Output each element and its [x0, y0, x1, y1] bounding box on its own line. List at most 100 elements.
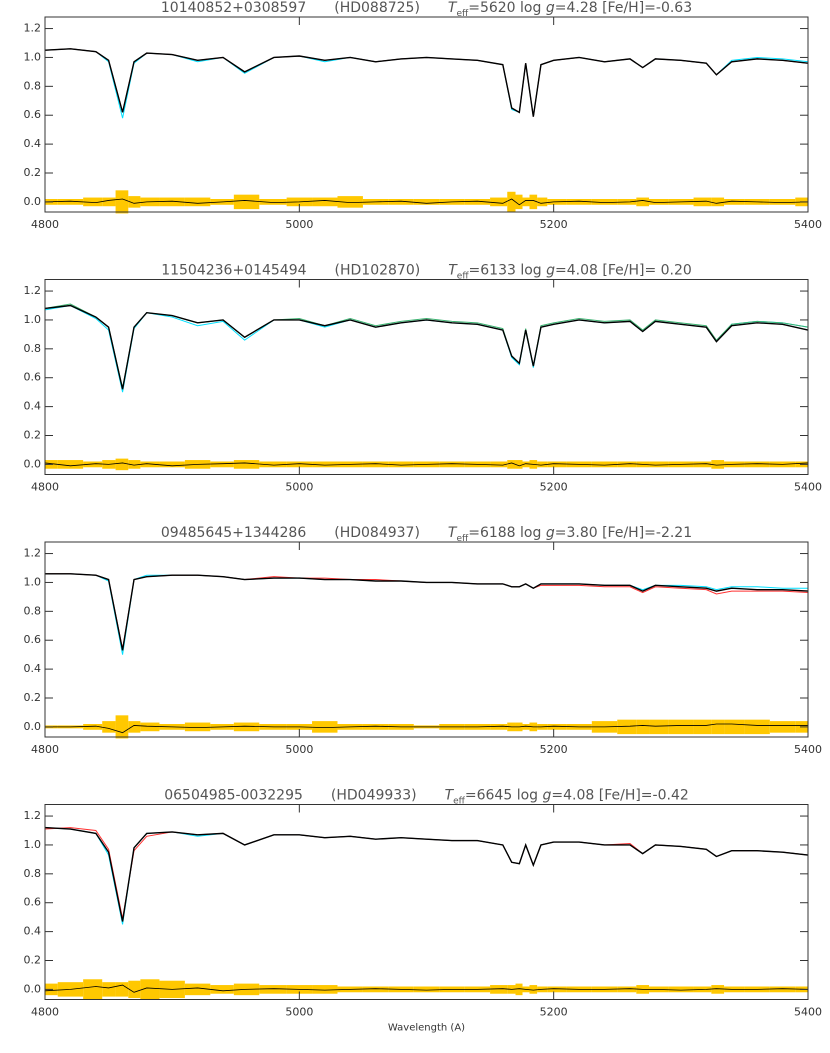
- error-band: [769, 721, 796, 733]
- spectrum-line: [44, 48, 809, 117]
- title-part: eff: [457, 271, 470, 281]
- x-tick-label: 5000: [285, 743, 313, 756]
- y-tick-label: 0.2: [24, 429, 42, 442]
- error-band: [711, 197, 725, 207]
- error-band: [233, 460, 260, 469]
- y-tick-label: 0.0: [24, 195, 42, 208]
- error-band: [649, 461, 669, 468]
- error-band: [617, 719, 637, 735]
- title-part: T: [448, 0, 458, 16]
- error-band: [312, 461, 338, 468]
- title-part: 10140852+0308597: [161, 0, 306, 16]
- error-band: [413, 986, 440, 993]
- error-band: [312, 197, 338, 207]
- error-band: [362, 461, 389, 468]
- error-band: [362, 986, 389, 993]
- spectrum-line: [44, 827, 809, 919]
- error-band: [529, 194, 538, 210]
- y-tick-label: 1.0: [24, 50, 42, 63]
- error-band: [522, 461, 530, 468]
- y-tick-label: 0.2: [24, 691, 42, 704]
- error-band: [636, 197, 650, 207]
- error-band: [128, 721, 141, 733]
- x-tick-label: 5400: [794, 481, 822, 494]
- error-band: [115, 715, 129, 739]
- y-tick-label: 1.0: [24, 575, 42, 588]
- x-tick-label: 5400: [794, 218, 822, 231]
- title-part: T: [448, 263, 458, 279]
- error-band: [184, 983, 211, 996]
- residual-line: [44, 198, 809, 206]
- error-band: [210, 461, 234, 468]
- error-band: [529, 985, 538, 994]
- error-band: [259, 461, 287, 468]
- title-part: (HD084937): [334, 525, 420, 541]
- title-part: =6188 log: [468, 525, 546, 541]
- error-band: [711, 460, 725, 469]
- error-band: [744, 719, 770, 735]
- title-part: T: [448, 525, 458, 541]
- error-band: [515, 460, 523, 469]
- x-tick-label: 4800: [31, 218, 59, 231]
- y-tick-label: 0.8: [24, 604, 42, 617]
- error-band: [140, 722, 160, 732]
- error-band: [128, 460, 141, 469]
- spectrum-line: [44, 48, 809, 117]
- y-tick-label: 0.4: [24, 662, 42, 675]
- y-tick-label: 0.6: [24, 633, 42, 646]
- error-band: [83, 979, 103, 1000]
- error-band: [259, 985, 287, 994]
- error-band: [115, 982, 129, 997]
- error-band: [115, 190, 129, 214]
- error-band: [128, 980, 141, 999]
- error-band: [362, 724, 389, 730]
- error-band: [507, 191, 516, 212]
- y-tick-label: 0.0: [24, 457, 42, 470]
- plot-frame: [44, 541, 809, 738]
- title-part: g: [546, 525, 555, 541]
- error-band: [522, 197, 530, 207]
- y-tick-label: 0.4: [24, 400, 42, 413]
- y-tick-label: 0.8: [24, 342, 42, 355]
- y-tick-label: 1.2: [24, 22, 42, 35]
- error-band: [617, 461, 637, 468]
- error-band: [490, 197, 508, 207]
- x-tick-label: 5000: [285, 218, 313, 231]
- plot-frame: [44, 804, 809, 1000]
- error-band: [102, 721, 116, 733]
- error-band: [140, 979, 160, 1000]
- error-band: [522, 724, 530, 730]
- y-tick-label: 0.2: [24, 166, 42, 179]
- y-tick-label: 1.2: [24, 284, 42, 297]
- error-band: [388, 461, 414, 468]
- x-tick-label: 5200: [540, 1006, 568, 1019]
- error-band: [515, 194, 523, 210]
- error-band: [490, 985, 508, 994]
- error-band: [312, 721, 338, 733]
- title-part: eff: [456, 9, 469, 19]
- x-tick-label: 5000: [285, 1006, 313, 1019]
- spectrum-line: [45, 573, 808, 655]
- x-tick-label: 5200: [540, 481, 568, 494]
- y-tick-label: 0.6: [24, 371, 42, 384]
- title-part: g: [546, 263, 555, 279]
- title-part: =4.28 [Fe/H]=-0.63: [555, 0, 692, 16]
- error-band: [210, 985, 234, 994]
- error-band: [184, 722, 211, 732]
- title-part: =4.08 [Fe/H]=-0.42: [551, 788, 688, 804]
- error-band: [649, 719, 669, 735]
- error-band: [464, 199, 491, 205]
- error-band: [286, 461, 313, 468]
- error-band: [57, 460, 84, 469]
- title-part: 11504236+0145494: [161, 263, 306, 279]
- plot-frame: [44, 16, 809, 213]
- error-band: [724, 719, 745, 735]
- spectrum-line: [44, 48, 809, 119]
- title-part: =6133 log: [469, 263, 547, 279]
- x-tick-label: 5200: [540, 218, 568, 231]
- error-band: [102, 197, 116, 207]
- residual-line: [44, 462, 809, 467]
- error-band: [566, 199, 592, 205]
